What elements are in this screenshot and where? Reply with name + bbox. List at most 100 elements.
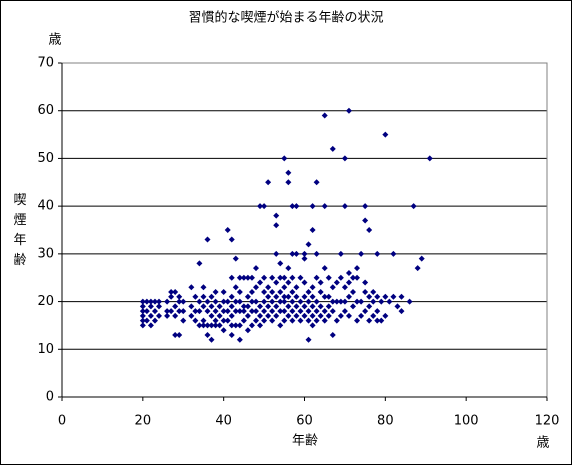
point <box>200 322 207 329</box>
point <box>366 317 373 324</box>
point <box>228 331 235 338</box>
point <box>248 289 255 296</box>
point <box>212 298 219 305</box>
point <box>232 322 239 329</box>
point <box>216 312 223 319</box>
point <box>382 293 389 300</box>
point <box>285 303 292 310</box>
point <box>220 308 227 315</box>
point <box>410 203 417 210</box>
point <box>192 293 199 300</box>
point <box>329 331 336 338</box>
point <box>273 250 280 257</box>
point <box>341 308 348 315</box>
point <box>151 317 158 324</box>
point <box>345 107 352 114</box>
point <box>244 293 251 300</box>
point <box>374 317 381 324</box>
point <box>188 284 195 291</box>
point <box>216 303 223 310</box>
point <box>196 308 203 315</box>
point <box>345 312 352 319</box>
point <box>285 265 292 272</box>
point <box>305 289 312 296</box>
point <box>362 279 369 286</box>
point <box>204 298 211 305</box>
x-tick-label: 80 <box>377 414 394 429</box>
point <box>325 303 332 310</box>
x-tick-label: 120 <box>535 414 560 429</box>
point <box>265 312 272 319</box>
point <box>261 274 268 281</box>
point <box>139 308 146 315</box>
point <box>277 322 284 329</box>
point <box>261 289 268 296</box>
point <box>244 312 251 319</box>
point <box>313 179 320 186</box>
point <box>200 303 207 310</box>
x-tick-label: 60 <box>296 414 313 429</box>
point <box>297 317 304 324</box>
point <box>321 317 328 324</box>
point <box>180 308 187 315</box>
point <box>313 298 320 305</box>
point <box>200 293 207 300</box>
point <box>281 274 288 281</box>
point <box>236 289 243 296</box>
point <box>366 303 373 310</box>
x-tick-label: 40 <box>215 414 232 429</box>
point <box>301 303 308 310</box>
point <box>224 308 231 315</box>
point <box>168 308 175 315</box>
point <box>309 312 316 319</box>
point <box>188 303 195 310</box>
point <box>196 298 203 305</box>
point <box>317 303 324 310</box>
point <box>273 312 280 319</box>
point <box>208 312 215 319</box>
point <box>289 298 296 305</box>
point <box>398 293 405 300</box>
point <box>289 203 296 210</box>
point <box>337 274 344 281</box>
point <box>370 312 377 319</box>
point <box>257 322 264 329</box>
point <box>228 274 235 281</box>
point <box>261 308 268 315</box>
point <box>414 265 421 272</box>
point <box>293 203 300 210</box>
point <box>390 293 397 300</box>
point <box>289 250 296 257</box>
point <box>236 308 243 315</box>
point <box>147 303 154 310</box>
point <box>265 293 272 300</box>
point <box>366 227 373 233</box>
point <box>418 255 425 262</box>
point <box>257 203 264 210</box>
point <box>281 298 288 305</box>
point <box>301 293 308 300</box>
point <box>257 279 264 286</box>
point <box>261 298 268 305</box>
point <box>244 274 251 281</box>
point <box>208 303 215 310</box>
point <box>168 289 175 296</box>
point <box>240 303 247 310</box>
y-tick-label: 0 <box>46 390 54 405</box>
x-tick-label: 100 <box>454 414 479 429</box>
point <box>180 317 187 324</box>
point <box>257 303 264 310</box>
point <box>151 298 158 305</box>
point <box>341 203 348 210</box>
point <box>196 260 203 267</box>
point <box>301 250 308 257</box>
point <box>176 308 183 315</box>
point <box>281 317 288 324</box>
point <box>172 303 179 310</box>
point <box>285 169 292 176</box>
point <box>321 308 328 315</box>
point <box>164 308 171 315</box>
x-tick-label: 0 <box>58 414 66 429</box>
point <box>366 293 373 300</box>
